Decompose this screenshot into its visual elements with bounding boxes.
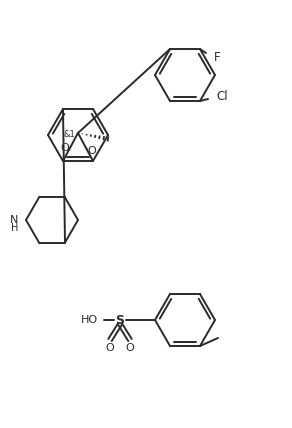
Text: H: H — [11, 223, 18, 233]
Text: N: N — [10, 215, 18, 225]
Text: Cl: Cl — [216, 90, 228, 104]
Text: O: O — [106, 343, 114, 353]
Text: &1: &1 — [63, 131, 75, 140]
Text: HO: HO — [81, 315, 98, 325]
Text: F: F — [214, 51, 221, 63]
Text: O: O — [87, 146, 96, 156]
Text: O: O — [126, 343, 134, 353]
Text: O: O — [60, 143, 69, 153]
Text: S: S — [116, 313, 124, 327]
